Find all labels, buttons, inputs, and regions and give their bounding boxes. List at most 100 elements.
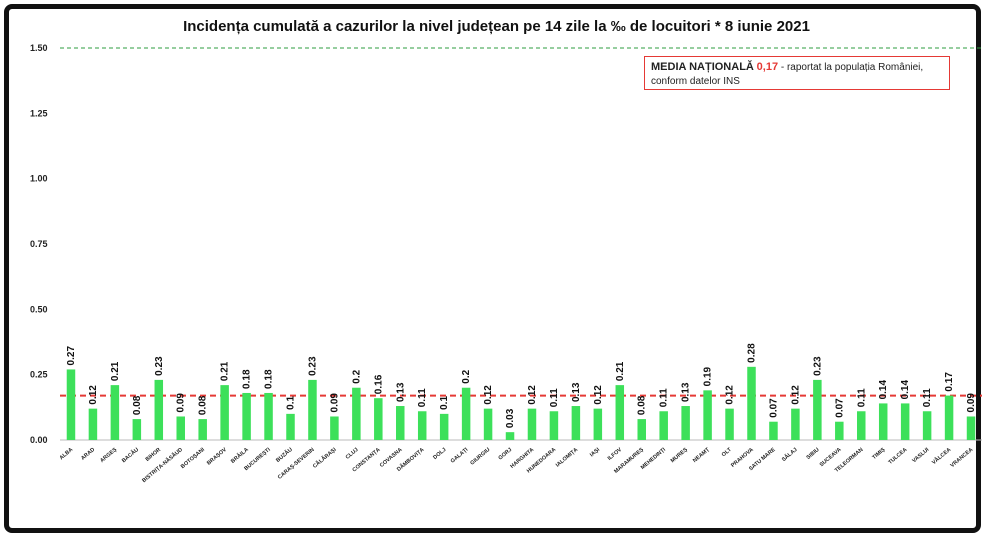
value-label: 0.13 bbox=[395, 382, 406, 402]
bar bbox=[900, 403, 910, 440]
value-label: 0.13 bbox=[681, 382, 692, 402]
value-label: 0.1 bbox=[439, 396, 450, 410]
value-label: 0.23 bbox=[307, 356, 318, 376]
bar bbox=[527, 408, 537, 440]
value-label: 0.28 bbox=[747, 343, 758, 363]
value-label: 0.12 bbox=[483, 385, 494, 405]
value-label: 0.17 bbox=[944, 372, 955, 392]
bar bbox=[110, 385, 120, 440]
category-label: VRANCEA bbox=[950, 447, 975, 469]
value-label: 0.09 bbox=[176, 393, 187, 413]
value-label: 0.21 bbox=[110, 361, 121, 381]
bar bbox=[922, 411, 932, 440]
category-label: BRAȘOV bbox=[206, 447, 228, 467]
bar bbox=[330, 416, 339, 440]
value-label: 0.12 bbox=[790, 385, 801, 405]
bar bbox=[352, 387, 361, 440]
y-tick-label: 0.50 bbox=[30, 304, 48, 314]
value-label: 0.23 bbox=[812, 356, 823, 376]
y-tick-label: 0.25 bbox=[30, 370, 48, 380]
bar bbox=[857, 411, 866, 440]
value-label: 0.08 bbox=[132, 395, 143, 415]
value-label: 0.11 bbox=[549, 388, 560, 407]
bar bbox=[549, 411, 559, 440]
y-tick-label: 1.00 bbox=[30, 174, 48, 184]
category-label: IALOMIȚA bbox=[555, 447, 579, 469]
category-label: BRĂILA bbox=[229, 446, 249, 465]
bar bbox=[220, 385, 229, 440]
bar bbox=[944, 395, 954, 440]
bar bbox=[571, 406, 581, 440]
value-label: 0.1 bbox=[286, 396, 297, 410]
category-label: BIHOR bbox=[145, 447, 162, 463]
national-average-legend: MEDIA NAȚIONALĂ 0,17 - raportat la popul… bbox=[644, 56, 950, 90]
chart-frame bbox=[4, 4, 981, 533]
category-label: NEAMȚ bbox=[692, 447, 711, 465]
bar bbox=[439, 413, 449, 440]
bar bbox=[681, 406, 690, 440]
bar bbox=[725, 408, 734, 440]
value-label: 0.11 bbox=[922, 388, 933, 407]
bar bbox=[483, 408, 493, 440]
category-label: MUREȘ bbox=[670, 447, 689, 465]
category-label: TULCEA bbox=[888, 447, 909, 466]
bar bbox=[242, 392, 251, 440]
category-label: BUZĂU bbox=[275, 446, 294, 464]
value-label: 0.13 bbox=[571, 382, 582, 402]
category-label: IAȘI bbox=[589, 447, 601, 459]
bar bbox=[878, 403, 888, 440]
bar bbox=[396, 406, 405, 440]
category-label: VÂLCEA bbox=[931, 446, 953, 466]
bar bbox=[461, 387, 471, 440]
value-label: 0.21 bbox=[220, 361, 231, 381]
y-tick-label: 0.75 bbox=[30, 239, 48, 249]
value-label: 0.11 bbox=[659, 388, 670, 407]
value-label: 0.21 bbox=[615, 361, 626, 381]
bar bbox=[813, 379, 822, 440]
value-label: 0.03 bbox=[505, 408, 516, 428]
value-label: 0.19 bbox=[703, 366, 714, 386]
value-label: 0.18 bbox=[264, 369, 275, 389]
category-label: CLUJ bbox=[345, 447, 360, 461]
category-label: SIBIU bbox=[806, 447, 821, 461]
category-label: ALBA bbox=[59, 447, 75, 461]
category-label: MEHEDINȚI bbox=[640, 447, 667, 471]
value-label: 0.07 bbox=[834, 398, 845, 418]
legend-text-line2: conform datelor INS bbox=[651, 76, 740, 87]
value-label: 0.2 bbox=[351, 369, 362, 383]
legend-label: MEDIA NAȚIONALĂ bbox=[651, 61, 754, 73]
bar bbox=[966, 416, 976, 440]
category-label: CĂLĂRAȘI bbox=[311, 446, 338, 470]
y-tick-label: 0.00 bbox=[30, 435, 48, 445]
bar bbox=[703, 390, 712, 440]
bar bbox=[66, 369, 76, 440]
value-label: 0.14 bbox=[900, 380, 911, 400]
bar bbox=[308, 379, 317, 440]
bar bbox=[286, 413, 295, 440]
bar bbox=[659, 411, 668, 440]
value-label: 0.09 bbox=[329, 393, 340, 413]
category-label: OLT bbox=[721, 447, 733, 459]
value-label: 0.08 bbox=[637, 395, 648, 415]
value-label: 0.12 bbox=[88, 385, 99, 405]
y-tick-label: 1.25 bbox=[30, 108, 48, 118]
bar bbox=[615, 385, 625, 440]
value-label: 0.18 bbox=[242, 369, 253, 389]
bar bbox=[198, 419, 207, 440]
bar bbox=[769, 421, 778, 440]
bar bbox=[374, 398, 383, 440]
category-label: SĂLAJ bbox=[780, 446, 798, 463]
bar bbox=[747, 366, 756, 440]
category-label: GIURGIU bbox=[469, 447, 491, 467]
bar bbox=[637, 419, 646, 440]
value-label: 0.12 bbox=[725, 385, 736, 405]
category-label: GORJ bbox=[498, 447, 514, 462]
category-label: BISTRIȚA-NĂSĂUD bbox=[141, 446, 184, 484]
category-label: DOLJ bbox=[432, 447, 447, 461]
value-label: 0.08 bbox=[198, 395, 209, 415]
bar bbox=[791, 408, 800, 440]
bar bbox=[505, 432, 515, 440]
value-label: 0.11 bbox=[856, 388, 867, 407]
value-label: 0.23 bbox=[154, 356, 165, 376]
